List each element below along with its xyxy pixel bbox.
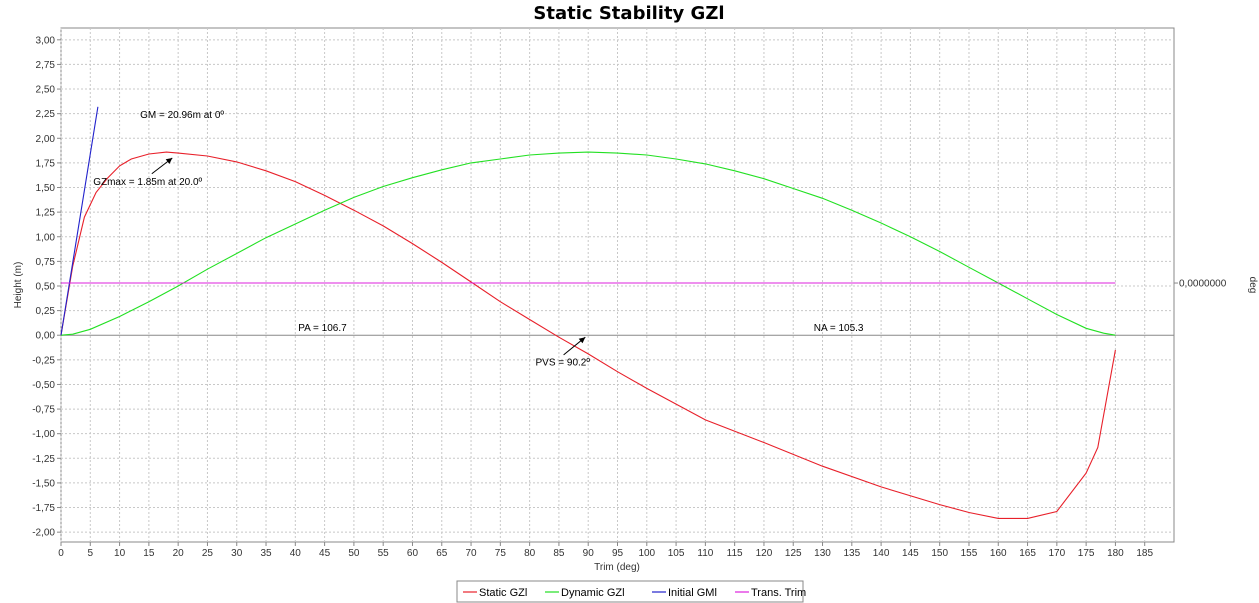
x-tick-label: 165 xyxy=(1019,548,1036,559)
legend-box xyxy=(456,580,804,603)
x-tick-label: 170 xyxy=(1048,548,1065,559)
x-tick-label: 180 xyxy=(1107,548,1124,559)
y-axis-label: Height (m) xyxy=(13,262,24,309)
annotations: GM = 20.96m at 0º GZmax = 1.85m at 20.0º P… xyxy=(93,110,864,368)
x-tick-label: 85 xyxy=(553,548,565,559)
x-tick-label: 5 xyxy=(88,548,94,559)
x-tick-label: 95 xyxy=(612,548,624,559)
x-tick-label: 10 xyxy=(114,548,126,559)
x-tick-label: 60 xyxy=(407,548,419,559)
y-tick-label: 1,75 xyxy=(36,158,56,169)
y-tick-label: 2,00 xyxy=(36,134,56,145)
x-tick-label: 125 xyxy=(785,548,802,559)
x-tick-label: 130 xyxy=(814,548,831,559)
annotation-pvs: PVS = 90.2º xyxy=(535,357,590,368)
x-tick-label: 75 xyxy=(495,548,507,559)
annotation-pa: PA = 106.7 xyxy=(298,323,347,334)
right-axis-label: deg xyxy=(1247,277,1258,294)
y-tick-label: 1,25 xyxy=(36,208,56,219)
x-tick-label: 185 xyxy=(1136,548,1153,559)
x-tick-label: 155 xyxy=(961,548,978,559)
y-axis-ticks: 3,00 2,75 2,50 2,25 2,00 1,75 1,50 1,25 1,00 0,75… xyxy=(32,35,1178,539)
y-tick-label: 0,25 xyxy=(36,306,56,317)
y-tick-label: 1,00 xyxy=(36,232,56,243)
y-tick-label: 2,50 xyxy=(36,85,56,96)
y-tick-label: -1,25 xyxy=(32,454,55,465)
x-tick-label: 100 xyxy=(638,548,655,559)
legend: Static GZl Dynamic GZl Initial GMl Trans. T… xyxy=(456,580,806,603)
legend-entry-dynamic-gzl: Dynamic GZl xyxy=(561,587,625,599)
x-tick-label: 55 xyxy=(378,548,390,559)
x-tick-label: 150 xyxy=(931,548,948,559)
annotation-gzmax-arrow-head xyxy=(165,158,173,164)
x-tick-label: 30 xyxy=(231,548,243,559)
x-tick-label: 15 xyxy=(143,548,155,559)
y-tick-label: 2,75 xyxy=(36,60,56,71)
y-tick-label: -0,75 xyxy=(32,405,55,416)
legend-entry-static-gzl: Static GZl xyxy=(479,587,527,599)
x-tick-label: 90 xyxy=(583,548,595,559)
x-axis-ticks: 0 5 10 15 20 25 30 35 40 45 50 55 60 65 70 75 80 85 90 95 10… xyxy=(58,542,1153,559)
annotation-gm: GM = 20.96m at 0º xyxy=(140,110,224,121)
x-tick-label: 145 xyxy=(902,548,919,559)
x-tick-label: 140 xyxy=(873,548,890,559)
x-tick-label: 110 xyxy=(697,548,713,559)
y-tick-label: 0,75 xyxy=(36,257,56,268)
x-tick-label: 45 xyxy=(319,548,331,559)
y-tick-label: -0,25 xyxy=(32,355,55,366)
x-tick-label: 65 xyxy=(436,548,448,559)
x-tick-label: 160 xyxy=(990,548,1007,559)
series-initial-gml-line xyxy=(60,106,99,336)
y-tick-label: -1,75 xyxy=(32,503,55,514)
x-tick-label: 70 xyxy=(465,548,477,559)
x-tick-label: 120 xyxy=(756,548,773,559)
annotation-na: NA = 105.3 xyxy=(814,323,864,334)
x-tick-label: 50 xyxy=(348,548,360,559)
x-tick-label: 0 xyxy=(58,548,64,559)
legend-entry-initial-gml: Initial GMl xyxy=(668,587,717,599)
right-axis-tick-label: 0,0000000 xyxy=(1179,279,1227,290)
legend-entry-trans-trim: Trans. Trim xyxy=(751,587,806,599)
y-tick-label: -1,50 xyxy=(32,478,55,489)
x-tick-label: 25 xyxy=(202,548,214,559)
x-tick-label: 105 xyxy=(668,548,685,559)
y-tick-label: -1,00 xyxy=(32,429,55,440)
series-lines xyxy=(60,106,1116,519)
y-tick-label: 3,00 xyxy=(36,35,56,46)
grid-lines xyxy=(60,28,1174,542)
x-tick-label: 115 xyxy=(727,548,743,559)
x-tick-label: 35 xyxy=(260,548,272,559)
x-tick-label: 80 xyxy=(524,548,536,559)
y-tick-label: -0,50 xyxy=(32,380,55,391)
y-tick-label: 0,50 xyxy=(36,281,56,292)
x-tick-label: 135 xyxy=(843,548,860,559)
series-static-gzl-line xyxy=(60,151,1116,519)
x-tick-label: 40 xyxy=(290,548,302,559)
y-tick-label: -2,00 xyxy=(32,528,55,539)
series-dynamic-gzl-line xyxy=(60,151,1116,336)
x-axis-label: Trim (deg) xyxy=(594,562,640,573)
x-tick-label: 175 xyxy=(1078,548,1095,559)
chart-title: Static Stability GZl xyxy=(533,3,724,24)
annotation-gzmax: GZmax = 1.85m at 20.0º xyxy=(93,177,202,188)
y-tick-label: 2,25 xyxy=(36,109,56,120)
y-tick-label: 1,50 xyxy=(36,183,56,194)
annotation-pvs-arrow-head xyxy=(578,337,586,344)
x-tick-label: 20 xyxy=(173,548,185,559)
y-tick-label: 0,00 xyxy=(36,331,56,342)
